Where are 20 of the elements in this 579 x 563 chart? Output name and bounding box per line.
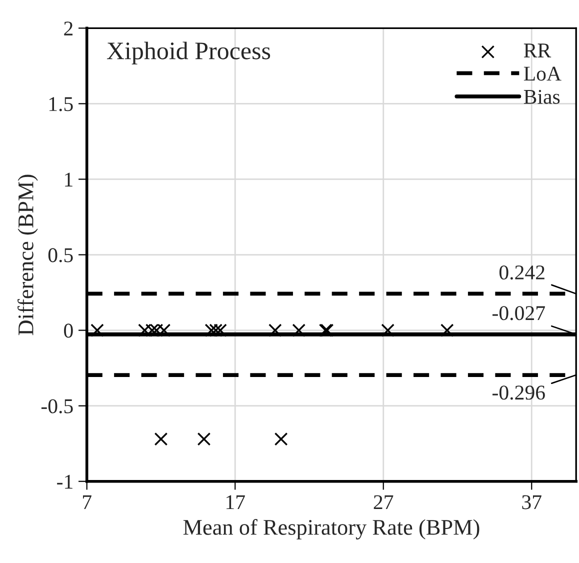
x-axis-title: Mean of Respiratory Rate (BPM): [183, 519, 480, 540]
legend-label: Bias: [524, 90, 560, 104]
y-tick-label: 2: [64, 22, 73, 36]
x-tick-label: 17: [226, 495, 245, 510]
annotation: -0.027: [492, 306, 545, 320]
y-tick-label: 0.5: [48, 248, 73, 262]
x-tick-label: 7: [83, 495, 92, 510]
x-tick-label: 27: [374, 495, 394, 510]
legend-label: RR: [524, 44, 552, 58]
annotation: -0.296: [492, 386, 545, 400]
y-axis-title: Difference (BPM): [18, 174, 38, 336]
chart-title: Xiphoid Process: [106, 42, 270, 64]
y-tick-label: 1: [65, 172, 72, 186]
annotation: 0.242: [499, 265, 544, 280]
legend-label: LoA: [524, 66, 562, 81]
y-tick-label: -0.5: [41, 399, 73, 414]
y-tick-label: 1.5: [49, 97, 73, 112]
y-tick-label: -1: [57, 474, 72, 489]
y-tick-label: 0: [64, 324, 73, 338]
x-tick-label: 37: [522, 495, 542, 510]
